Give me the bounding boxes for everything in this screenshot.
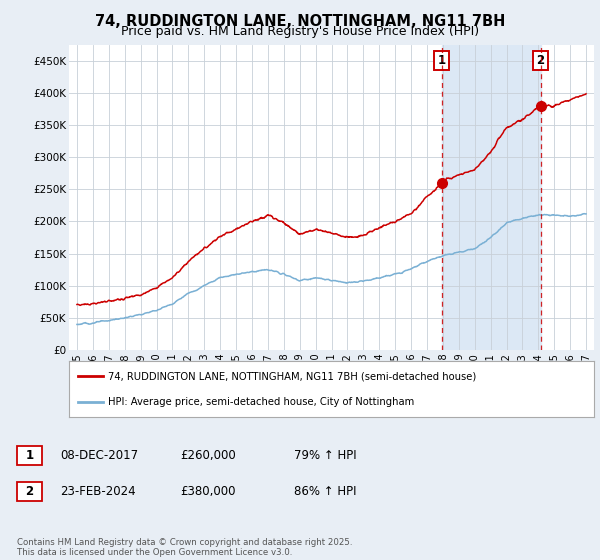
Text: HPI: Average price, semi-detached house, City of Nottingham: HPI: Average price, semi-detached house,… — [109, 397, 415, 407]
Text: £380,000: £380,000 — [180, 485, 235, 498]
Text: 74, RUDDINGTON LANE, NOTTINGHAM, NG11 7BH (semi-detached house): 74, RUDDINGTON LANE, NOTTINGHAM, NG11 7B… — [109, 371, 476, 381]
Text: Contains HM Land Registry data © Crown copyright and database right 2025.
This d: Contains HM Land Registry data © Crown c… — [17, 538, 352, 557]
Text: £260,000: £260,000 — [180, 449, 236, 462]
Text: 2: 2 — [25, 485, 34, 498]
Text: 86% ↑ HPI: 86% ↑ HPI — [294, 485, 356, 498]
Text: 2: 2 — [536, 54, 545, 67]
Text: 08-DEC-2017: 08-DEC-2017 — [60, 449, 138, 462]
Text: 79% ↑ HPI: 79% ↑ HPI — [294, 449, 356, 462]
Text: 74, RUDDINGTON LANE, NOTTINGHAM, NG11 7BH: 74, RUDDINGTON LANE, NOTTINGHAM, NG11 7B… — [95, 14, 505, 29]
Text: Price paid vs. HM Land Registry's House Price Index (HPI): Price paid vs. HM Land Registry's House … — [121, 25, 479, 38]
Bar — [442, 45, 541, 350]
Text: 23-FEB-2024: 23-FEB-2024 — [60, 485, 136, 498]
Text: 1: 1 — [437, 54, 446, 67]
Bar — [553, 45, 594, 350]
Text: 1: 1 — [25, 449, 34, 462]
